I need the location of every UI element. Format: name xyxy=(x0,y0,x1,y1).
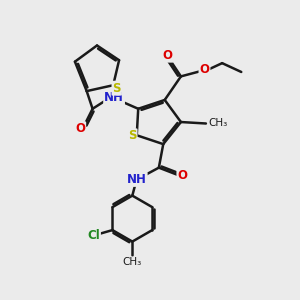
Text: O: O xyxy=(163,49,173,62)
Text: NH: NH xyxy=(127,173,147,186)
Text: S: S xyxy=(112,82,121,95)
Text: O: O xyxy=(75,122,85,135)
Text: CH₃: CH₃ xyxy=(123,257,142,267)
Text: O: O xyxy=(177,169,188,182)
Text: NH: NH xyxy=(104,92,124,104)
Text: Cl: Cl xyxy=(87,230,100,242)
Text: O: O xyxy=(200,63,209,76)
Text: CH₃: CH₃ xyxy=(208,118,228,128)
Text: S: S xyxy=(128,129,136,142)
